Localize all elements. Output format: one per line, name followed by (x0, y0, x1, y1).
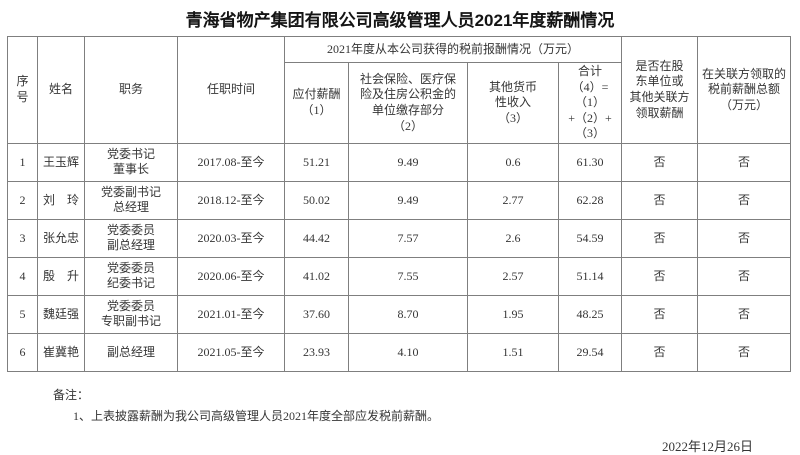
cell-other: 0.6 (467, 142, 559, 182)
header-serial-number: 序 号 (7, 36, 38, 144)
cell-total: 54.59 (557, 218, 623, 258)
cell-name: 殷 升 (37, 256, 85, 296)
table-row: 3 张允忠 党委委员 副总经理 2020.03-至今 44.42 7.57 2.… (7, 218, 792, 258)
header-name: 姓名 (37, 36, 85, 144)
cell-position: 党委委员 专职副书记 (84, 294, 178, 334)
notes-label: 备注： (53, 387, 90, 402)
cell-tenure: 2020.06-至今 (177, 256, 285, 296)
cell-other: 2.6 (467, 218, 559, 258)
header-row-sub: 应付薪酬 （1） 社会保险、医疗保 险及住房公积金的 单位缴存部分 （2） 其他… (8, 62, 791, 144)
cell-name: 魏廷强 (37, 294, 85, 334)
header-social-insurance: 社会保险、医疗保 险及住房公积金的 单位缴存部分 （2） (348, 62, 468, 144)
cell-related: 否 (697, 142, 792, 182)
header-related-party-pay: 在关联方领取的 税前薪酬总额 （万元） (697, 36, 792, 144)
cell-related: 否 (697, 218, 792, 258)
cell-tenure: 2021.01-至今 (177, 294, 285, 334)
cell-social: 7.55 (348, 256, 468, 296)
cell-serial: 2 (7, 180, 38, 220)
cell-position: 副总经理 (84, 332, 178, 372)
cell-shareholder: 否 (621, 332, 699, 372)
table-row: 4 殷 升 党委委员 纪委书记 2020.06-至今 41.02 7.55 2.… (7, 256, 792, 296)
table-row: 6 崔冀艳 副总经理 2021.05-至今 23.93 4.10 1.51 29… (7, 332, 792, 372)
header-compensation-group: 2021年度从本公司获得的税前报酬情况（万元） (283, 36, 623, 63)
cell-payable: 44.42 (284, 218, 349, 258)
notes-section: 备注： 1、上表披露薪酬为我公司高级管理人员2021年度全部应发税前薪酬。 (53, 386, 800, 424)
cell-total: 29.54 (557, 332, 623, 372)
cell-related: 否 (697, 332, 792, 372)
cell-name: 崔冀艳 (37, 332, 85, 372)
header-total: 合计 （4）=（1） +（2）+ （3） (557, 62, 623, 144)
header-shareholder-pay: 是否在股 东单位或 其他关联方 领取薪酬 (621, 36, 699, 144)
salary-table: 序 号 姓名 职务 任职时间 2021年度从本公司获得的税前报酬情况（万元） 是… (7, 36, 792, 372)
cell-name: 张允忠 (37, 218, 85, 258)
cell-other: 1.95 (467, 294, 559, 334)
cell-related: 否 (697, 180, 792, 220)
cell-serial: 1 (7, 142, 38, 182)
cell-serial: 4 (7, 256, 38, 296)
cell-total: 48.25 (557, 294, 623, 334)
header-position: 职务 (84, 36, 178, 144)
header-row-group: 序 号 姓名 职务 任职时间 2021年度从本公司获得的税前报酬情况（万元） 是… (7, 36, 792, 144)
cell-payable: 51.21 (284, 142, 349, 182)
table-row: 2 刘 玲 党委副书记 总经理 2018.12-至今 50.02 9.49 2.… (7, 180, 792, 220)
page-title: 青海省物产集团有限公司高级管理人员2021年度薪酬情况 (185, 11, 615, 30)
cell-shareholder: 否 (621, 142, 699, 182)
header-other-monetary-income: 其他货币 性收入 （3） (467, 62, 559, 144)
cell-social: 7.57 (348, 218, 468, 258)
cell-name: 王玉辉 (37, 142, 85, 182)
document-date: 2022年12月26日 (661, 438, 753, 454)
table-row: 5 魏廷强 党委委员 专职副书记 2021.01-至今 37.60 8.70 1… (7, 294, 792, 334)
table-row: 1 王玉辉 党委书记 董事长 2017.08-至今 51.21 9.49 0.6… (7, 142, 792, 182)
cell-social: 9.49 (348, 142, 468, 182)
cell-position: 党委委员 副总经理 (84, 218, 178, 258)
cell-position: 党委委员 纪委书记 (84, 256, 178, 296)
cell-related: 否 (697, 294, 792, 334)
cell-tenure: 2021.05-至今 (177, 332, 285, 372)
cell-tenure: 2020.03-至今 (177, 218, 285, 258)
cell-social: 4.10 (348, 332, 468, 372)
header-payable-salary: 应付薪酬 （1） (284, 62, 349, 144)
cell-position: 党委副书记 总经理 (84, 180, 178, 220)
cell-social: 8.70 (348, 294, 468, 334)
cell-serial: 3 (7, 218, 38, 258)
document-page: 青海省物产集团有限公司高级管理人员2021年度薪酬情况 序 号 姓名 职务 任职… (0, 6, 800, 454)
cell-total: 61.30 (557, 142, 623, 182)
cell-total: 62.28 (557, 180, 623, 220)
cell-payable: 23.93 (284, 332, 349, 372)
cell-tenure: 2017.08-至今 (177, 142, 285, 182)
cell-shareholder: 否 (621, 180, 699, 220)
header-tenure: 任职时间 (177, 36, 285, 144)
cell-other: 1.51 (467, 332, 559, 372)
cell-serial: 5 (7, 294, 38, 334)
cell-name: 刘 玲 (37, 180, 85, 220)
cell-related: 否 (697, 256, 792, 296)
cell-total: 51.14 (557, 256, 623, 296)
cell-tenure: 2018.12-至今 (177, 180, 285, 220)
cell-serial: 6 (7, 332, 38, 372)
cell-payable: 41.02 (284, 256, 349, 296)
cell-shareholder: 否 (621, 218, 699, 258)
note-item: 1、上表披露薪酬为我公司高级管理人员2021年度全部应发税前薪酬。 (73, 408, 440, 423)
cell-position: 党委书记 董事长 (84, 142, 178, 182)
cell-other: 2.57 (467, 256, 559, 296)
cell-other: 2.77 (467, 180, 559, 220)
cell-shareholder: 否 (621, 256, 699, 296)
cell-payable: 37.60 (284, 294, 349, 334)
cell-social: 9.49 (348, 180, 468, 220)
cell-payable: 50.02 (284, 180, 349, 220)
cell-shareholder: 否 (621, 294, 699, 334)
